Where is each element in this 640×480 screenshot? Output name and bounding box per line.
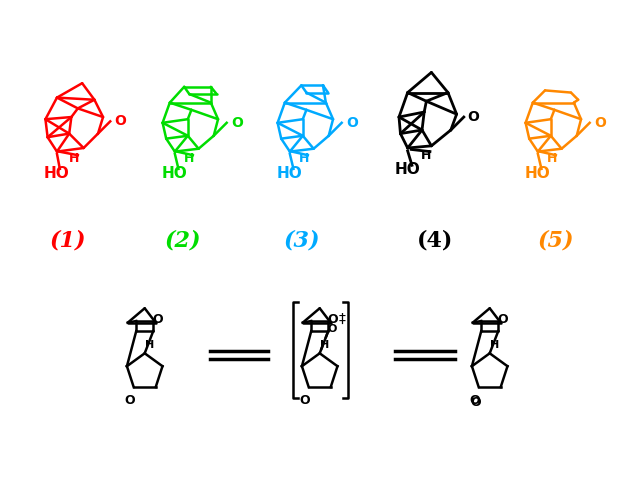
Text: HO: HO: [44, 166, 70, 180]
Text: H: H: [299, 152, 309, 165]
Text: O: O: [124, 394, 135, 407]
Text: O: O: [327, 313, 338, 326]
Text: (5): (5): [538, 229, 574, 251]
Text: H: H: [69, 152, 79, 165]
Text: O: O: [497, 313, 508, 326]
Text: HO: HO: [277, 166, 303, 180]
Text: O: O: [299, 394, 310, 407]
Text: O: O: [328, 324, 337, 335]
Text: HO: HO: [395, 162, 420, 177]
Text: H: H: [320, 340, 330, 350]
Text: O: O: [231, 116, 243, 130]
Text: O: O: [594, 116, 606, 130]
Text: O: O: [471, 396, 481, 408]
Text: (2): (2): [164, 229, 201, 251]
Text: H: H: [490, 340, 499, 350]
Text: ‡: ‡: [339, 312, 345, 326]
Text: H: H: [421, 149, 431, 162]
Text: H: H: [547, 152, 557, 165]
Text: O: O: [152, 313, 163, 326]
Text: O: O: [115, 114, 127, 128]
Text: O: O: [469, 394, 480, 407]
Text: O: O: [346, 116, 358, 130]
Text: (1): (1): [50, 229, 86, 251]
Text: HO: HO: [525, 166, 550, 180]
Text: (3): (3): [284, 229, 320, 251]
Text: (4): (4): [417, 229, 453, 251]
Text: O: O: [467, 110, 479, 124]
Text: HO: HO: [162, 166, 188, 180]
Text: H: H: [184, 152, 195, 165]
Text: H: H: [145, 340, 154, 350]
